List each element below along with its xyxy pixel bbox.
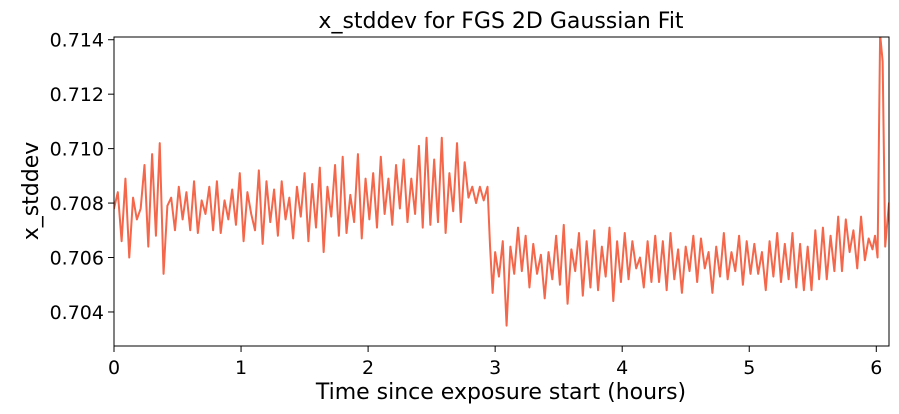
- x-tick-label: 5: [743, 357, 755, 379]
- y-axis-label: x_stddev: [19, 142, 44, 241]
- x-tick-label: 6: [870, 357, 882, 379]
- series-layer: [114, 37, 889, 327]
- x-axis-ticks: 0 1 2 3 4 5 6: [108, 346, 882, 379]
- x-tick-label: 0: [108, 357, 120, 379]
- y-tick-label: 0.712: [50, 84, 104, 106]
- y-tick-label: 0.706: [50, 248, 104, 270]
- x-tick-label: 3: [489, 357, 501, 379]
- series-line: [114, 37, 889, 327]
- x-tick-label: 2: [362, 357, 374, 379]
- y-tick-label: 0.714: [50, 30, 104, 52]
- y-tick-label: 0.710: [50, 139, 104, 161]
- y-tick-label: 0.708: [50, 193, 104, 215]
- y-axis-ticks: 0.704 0.706 0.708 0.710 0.712 0.714: [50, 30, 114, 324]
- plot-frame: [113, 36, 890, 347]
- x-tick-label: 1: [235, 357, 247, 379]
- chart-title: x_stddev for FGS 2D Gaussian Fit: [318, 9, 684, 34]
- x-axis-label: Time since exposure start (hours): [315, 380, 686, 405]
- x-tick-label: 4: [616, 357, 628, 379]
- y-tick-label: 0.704: [50, 302, 104, 324]
